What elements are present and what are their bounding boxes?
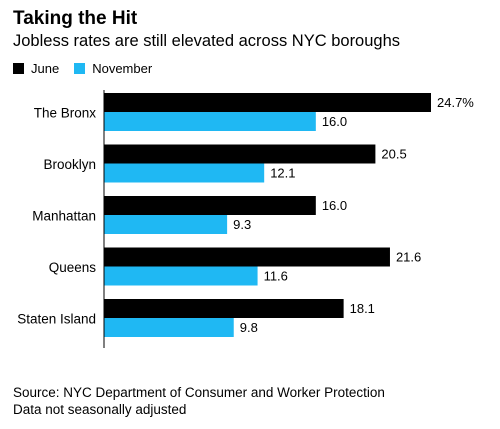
chart-subtitle: Jobless rates are still elevated across … [13,32,401,50]
legend-item-november: November [74,61,152,76]
bar-june-the-bronx [104,93,431,112]
data-label-november-brooklyn: 12.1 [270,165,295,180]
data-label-november-staten-island: 9.8 [240,320,258,335]
data-label-june-the-bronx: 24.7% [437,95,474,110]
category-label-the-bronx: The Bronx [34,106,97,121]
category-label-manhattan: Manhattan [32,209,96,224]
bar-june-queens [104,247,390,267]
bar-november-manhattan [104,215,228,234]
legend-swatch-november [74,62,86,74]
data-label-november-manhattan: 9.3 [233,217,251,232]
chart-title: Taking the Hit [13,8,138,29]
chart-footer: Source: NYC Department of Consumer and W… [13,384,385,418]
bar-november-the-bronx [104,112,316,131]
legend-item-june: June [13,61,59,76]
bar-june-manhattan [104,196,316,215]
legend-label-june: June [31,60,60,76]
category-label-staten-island: Staten Island [17,312,96,327]
legend-swatch-june [13,62,24,74]
bar-november-staten-island [104,318,234,337]
category-label-queens: Queens [49,260,97,275]
legend-label-november: November [92,60,153,76]
data-label-november-the-bronx: 16.0 [322,114,347,129]
data-label-june-queens: 21.6 [396,249,421,264]
category-label-brooklyn: Brooklyn [43,157,96,172]
legend: June November [13,60,167,76]
data-label-november-queens: 11.6 [264,268,288,283]
data-label-june-manhattan: 16.0 [322,198,347,213]
data-label-june-staten-island: 18.1 [350,301,375,316]
source-note: Source: NYC Department of Consumer and W… [13,385,385,400]
bar-june-staten-island [104,299,344,318]
bar-june-brooklyn [104,144,376,164]
bar-november-queens [104,266,258,286]
data-label-june-brooklyn: 20.5 [381,146,406,161]
adjustment-note: Data not seasonally adjusted [13,402,187,417]
bar-november-brooklyn [104,163,265,183]
